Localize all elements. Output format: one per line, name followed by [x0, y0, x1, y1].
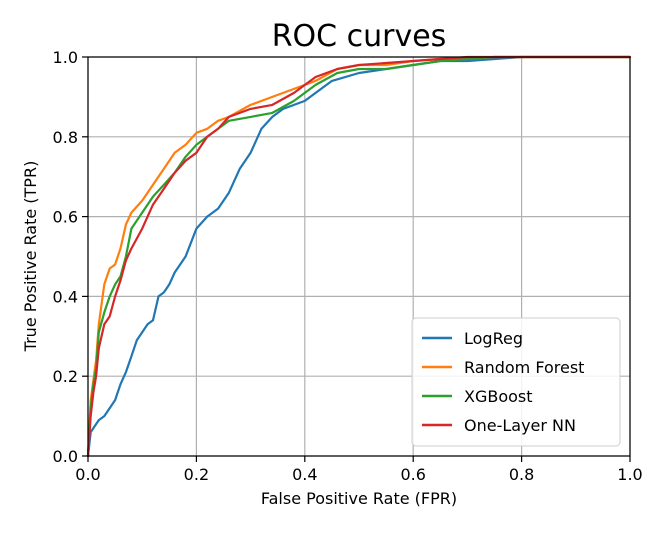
series-layer: [86, 55, 632, 458]
roc-line-xgboost: [86, 55, 632, 458]
y-tick-label: 0.0: [53, 447, 78, 466]
y-axis-label: True Positive Rate (TPR): [21, 161, 40, 353]
x-tick-label: 1.0: [617, 465, 642, 484]
legend-box: [411, 317, 621, 447]
y-tick-label: 0.2: [53, 367, 78, 386]
x-axis-label: False Positive Rate (FPR): [261, 489, 457, 508]
legend: LogReg Random Forest XGBoost One-Layer NN: [411, 317, 621, 447]
roc-line-one-layer-nn: [86, 55, 632, 458]
x-tick-label: 0.6: [400, 465, 425, 484]
legend-label: LogReg: [464, 329, 523, 348]
y-tick-label: 0.6: [53, 208, 78, 227]
chart-title: ROC curves: [272, 19, 447, 54]
y-tick-label: 0.4: [53, 287, 78, 306]
tick-layer: 0.0 0.2 0.4 0.6 0.8 1.0 0.0 0.2 0.4 0.6 0.8 1.0: [53, 48, 643, 484]
x-tick-label: 0.0: [75, 465, 100, 484]
x-tick-label: 0.4: [292, 465, 317, 484]
x-tick-label: 0.8: [509, 465, 534, 484]
legend-label: One-Layer NN: [464, 416, 576, 435]
y-tick-label: 0.8: [53, 128, 78, 147]
legend-label: Random Forest: [464, 358, 584, 377]
grid-layer: [87, 56, 631, 457]
legend-label: XGBoost: [464, 387, 533, 406]
axes-frame: [87, 56, 631, 457]
x-tick-label: 0.2: [184, 465, 209, 484]
y-tick-label: 1.0: [53, 48, 78, 67]
